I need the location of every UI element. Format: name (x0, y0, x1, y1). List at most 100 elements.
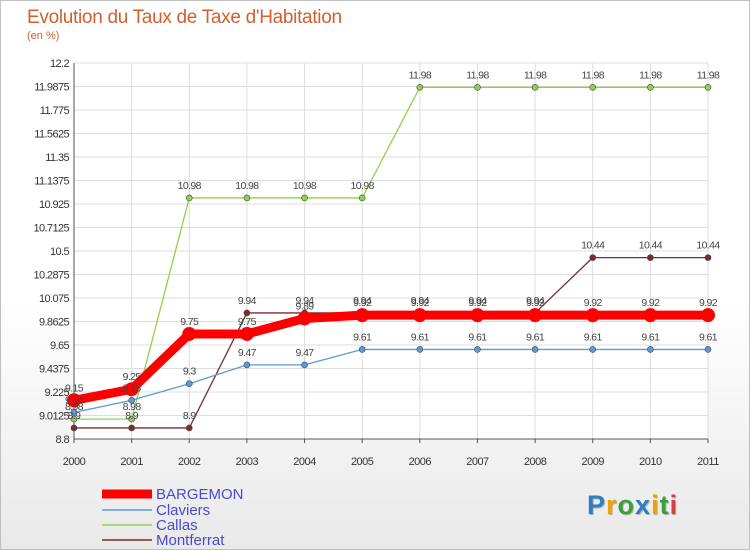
y-tick-label: 11.35 (45, 152, 69, 164)
data-label: 10.44 (581, 240, 605, 252)
data-label: 8.9 (183, 410, 197, 422)
data-label: 9.94 (296, 295, 315, 307)
legend-label: BARGEMON (156, 486, 244, 503)
data-point (531, 346, 539, 353)
y-tick-label: 11.9875 (34, 82, 69, 94)
data-label: 9.47 (238, 347, 257, 359)
data-point (185, 424, 193, 432)
logo-letter: x (635, 490, 652, 520)
x-tick-label: 2003 (236, 456, 259, 468)
data-label: 9.92 (584, 297, 603, 309)
y-tick-label: 9.8625 (39, 317, 70, 329)
data-label: 10.98 (178, 180, 202, 192)
data-label: 9.04 (65, 394, 84, 406)
data-point (243, 361, 251, 369)
y-tick-label: 10.925 (39, 199, 70, 211)
data-label: 9.61 (699, 331, 718, 343)
data-point (589, 84, 597, 91)
logo-letter: o (617, 490, 636, 520)
data-label: 9.15 (123, 382, 142, 394)
data-point (128, 424, 135, 432)
data-label: 9.47 (296, 347, 315, 359)
data-point (589, 346, 597, 353)
y-tick-label: 8.8 (56, 434, 70, 446)
data-point (704, 84, 712, 91)
data-point (474, 346, 481, 353)
data-point (70, 409, 78, 416)
x-tick-label: 2009 (581, 456, 604, 468)
data-label: 11.98 (524, 69, 547, 81)
data-point (531, 84, 539, 91)
y-tick-label: 9.4375 (39, 364, 70, 376)
data-label: 9.61 (411, 331, 430, 343)
data-point (643, 308, 658, 323)
logo-letter: t (659, 490, 670, 520)
y-tick-label: 11.775 (40, 105, 70, 117)
logo-letter: P (587, 490, 607, 520)
data-label: 9.61 (584, 331, 603, 343)
data-label: 9.3 (183, 366, 197, 378)
data-point (647, 346, 654, 353)
data-label: 9.15 (65, 382, 84, 394)
data-label: 9.61 (641, 331, 660, 343)
data-label: 8.9 (68, 410, 82, 422)
data-label: 11.98 (697, 69, 720, 81)
data-label: 11.98 (466, 69, 489, 81)
data-label: 9.75 (238, 316, 257, 328)
data-point (128, 396, 135, 404)
data-label: 8.98 (65, 401, 84, 413)
proxiti-logo: Proxiti (587, 490, 678, 521)
data-point (704, 254, 712, 261)
data-label: 10.44 (639, 240, 663, 252)
data-point (647, 84, 654, 91)
data-label: 9.94 (238, 295, 257, 307)
y-tick-label: 10.075 (39, 293, 70, 305)
data-label: 9.61 (526, 331, 545, 343)
data-label: 11.98 (409, 69, 432, 81)
x-tick-label: 2002 (178, 456, 201, 468)
data-label: 10.98 (351, 180, 375, 192)
x-tick-label: 2007 (466, 456, 489, 468)
logo-letter: i (669, 490, 679, 520)
data-label: 9.94 (526, 295, 545, 307)
data-point (70, 424, 78, 432)
chart-subtitle: (en %) (27, 30, 60, 42)
data-point (185, 380, 193, 388)
data-point (128, 415, 135, 423)
series-line-claviers (73, 348, 709, 414)
data-label: 9.25 (123, 371, 142, 383)
y-tick-label: 12.2 (50, 58, 69, 70)
data-point (470, 308, 485, 323)
x-tick-label: 2006 (409, 456, 432, 468)
chart-title: Evolution du Taux de Taxe d'Habitation (27, 7, 342, 28)
data-label: 8.9 (125, 410, 139, 422)
x-tick-label: 2004 (293, 456, 316, 468)
x-tick-label: 2005 (351, 456, 374, 468)
legend-label: Claviers (156, 502, 210, 519)
data-point (589, 254, 597, 261)
y-tick-label: 10.5 (50, 246, 69, 258)
y-tick-label: 9.225 (44, 387, 69, 399)
data-point (297, 311, 312, 326)
x-tick-label: 2010 (639, 456, 662, 468)
legend-label: Montferrat (156, 532, 225, 549)
data-label: 9.61 (468, 331, 487, 343)
data-point (243, 309, 251, 317)
data-point (243, 194, 251, 202)
data-point (585, 308, 600, 323)
data-label: 9.92 (411, 297, 430, 309)
data-point (358, 346, 366, 353)
data-point (239, 326, 254, 341)
data-point (416, 84, 424, 91)
x-tick-label: 2000 (63, 456, 86, 468)
data-point (701, 308, 715, 323)
data-point (704, 346, 712, 353)
data-point (416, 346, 424, 353)
series-line-bargemon (69, 310, 713, 405)
data-label: 9.75 (180, 316, 199, 328)
data-label: 9.94 (411, 295, 430, 307)
data-label: 8.98 (123, 401, 142, 413)
data-label: 9.89 (296, 300, 315, 312)
